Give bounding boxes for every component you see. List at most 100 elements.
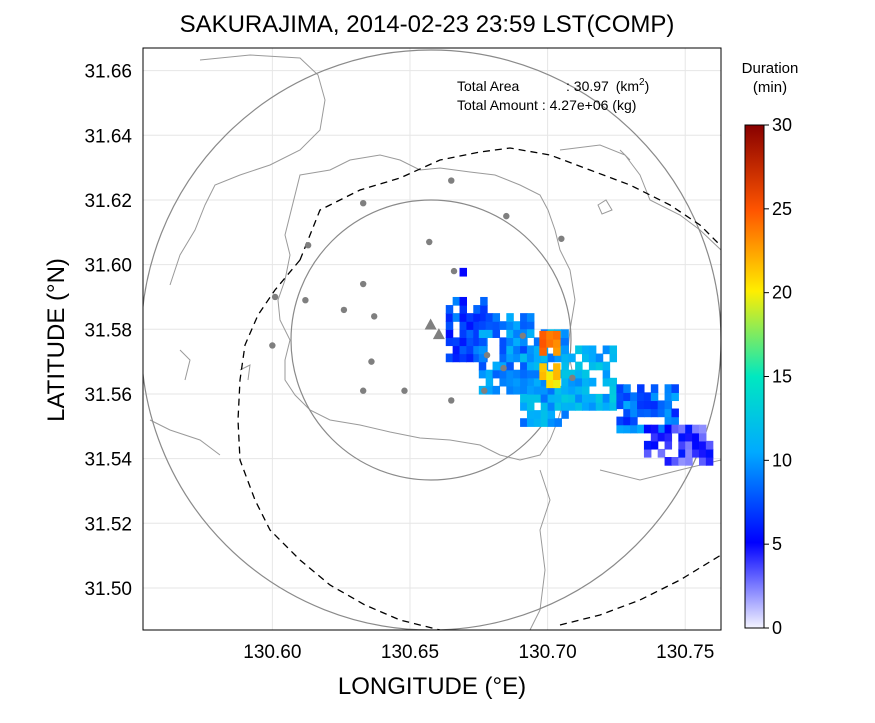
plume-cell <box>698 424 707 434</box>
plume-cell <box>568 353 576 363</box>
plume-cell <box>459 337 468 347</box>
plume-cell <box>520 385 528 395</box>
plume-cell <box>533 385 542 395</box>
plume-cell <box>623 416 631 426</box>
plume-cell <box>540 418 549 427</box>
plume-cell <box>698 448 707 458</box>
plume-cell <box>698 457 707 466</box>
plume-cell <box>478 337 487 347</box>
y-tick-label: 31.56 <box>84 385 132 406</box>
plume-cell <box>685 432 693 442</box>
plume-cell <box>540 385 549 395</box>
plume-cell <box>520 353 528 363</box>
plume-cell <box>485 329 494 338</box>
plume-cell <box>650 432 659 442</box>
plume-cell <box>588 345 597 355</box>
plume-cell <box>575 361 583 371</box>
plot-frame <box>143 48 721 630</box>
plume-cell <box>588 377 597 387</box>
plume-cell <box>445 305 454 314</box>
vent-triangle-icon <box>432 328 445 340</box>
plume-cell <box>568 402 576 411</box>
y-tick-label: 31.64 <box>84 126 132 147</box>
plume-cell <box>554 353 562 363</box>
plume-cell <box>575 369 583 379</box>
plume-cell <box>445 353 454 363</box>
plume-cell <box>526 402 535 411</box>
plume-cell <box>473 329 481 338</box>
plume-cell <box>526 345 535 355</box>
plume-cell <box>520 369 528 379</box>
plume-cell <box>478 329 487 338</box>
plume-cell <box>506 321 514 330</box>
plume-cell <box>602 377 611 387</box>
plume-cell <box>547 402 556 411</box>
station-dot <box>483 351 491 359</box>
plume-cell <box>526 410 535 419</box>
plume-cell <box>480 305 488 314</box>
plume-cell <box>582 385 590 395</box>
plume-cell <box>445 337 454 347</box>
plume-cell <box>616 424 624 434</box>
plume-cell <box>466 313 474 322</box>
plume-cell <box>698 432 707 442</box>
plume-cell <box>466 353 474 363</box>
plume-cell <box>602 361 611 371</box>
plume-cell <box>547 353 556 363</box>
plume-cell <box>643 440 652 450</box>
plume-cell <box>582 345 590 355</box>
plume-cell <box>526 369 535 379</box>
observation-stations <box>269 177 576 404</box>
plume-cell <box>678 448 686 458</box>
plume-cell <box>499 369 507 379</box>
plume-cell <box>513 345 521 355</box>
plot-area <box>142 47 722 631</box>
plume-cell <box>533 337 542 347</box>
plume-cell <box>540 377 549 387</box>
plume-cell <box>588 353 597 363</box>
plume-cell <box>650 440 659 450</box>
station-dot <box>340 306 348 314</box>
station-dot <box>302 297 309 304</box>
plume-cell <box>499 353 507 363</box>
plume-cell <box>561 337 569 347</box>
plume-cell <box>671 384 679 393</box>
plume-cell <box>623 424 631 434</box>
plume-cell <box>540 353 549 363</box>
plume-cell <box>616 384 624 393</box>
colorbar-tick-label: 0 <box>772 618 782 638</box>
plume-cell <box>671 408 679 418</box>
plume-cell <box>637 400 645 410</box>
totals-annotation: Total Area : 30.97 (km2) Total Amount : … <box>457 77 649 113</box>
plume-cell <box>485 385 494 395</box>
plume-cell <box>526 377 535 387</box>
plume-cell <box>473 321 481 330</box>
plume-cell <box>616 400 624 410</box>
plume-cell <box>630 416 638 426</box>
plume-cell <box>630 424 638 434</box>
plume-cell <box>533 418 542 427</box>
plume-cell <box>520 393 528 403</box>
plume-cell <box>588 361 597 371</box>
colorbar-tick-label: 20 <box>772 283 792 303</box>
station-dot <box>359 200 367 207</box>
station-dot <box>569 374 576 381</box>
plume-cell <box>554 402 562 411</box>
plume-cell <box>459 345 468 355</box>
plume-cell <box>459 329 468 338</box>
plume-cell <box>485 377 494 387</box>
plume-cell <box>506 361 514 371</box>
plume-cell <box>657 424 666 434</box>
plume-cell <box>533 393 542 403</box>
plume-cell <box>609 385 618 395</box>
plume-cell <box>561 361 569 371</box>
plume-cell <box>506 337 514 347</box>
plume-cell <box>452 296 461 306</box>
plume-cell <box>664 440 673 450</box>
plume-cell <box>506 369 514 379</box>
plume-cell <box>459 321 468 330</box>
plume-cell <box>473 345 481 355</box>
plume-cell <box>452 337 461 347</box>
colorbar-tick-label: 15 <box>772 367 792 387</box>
